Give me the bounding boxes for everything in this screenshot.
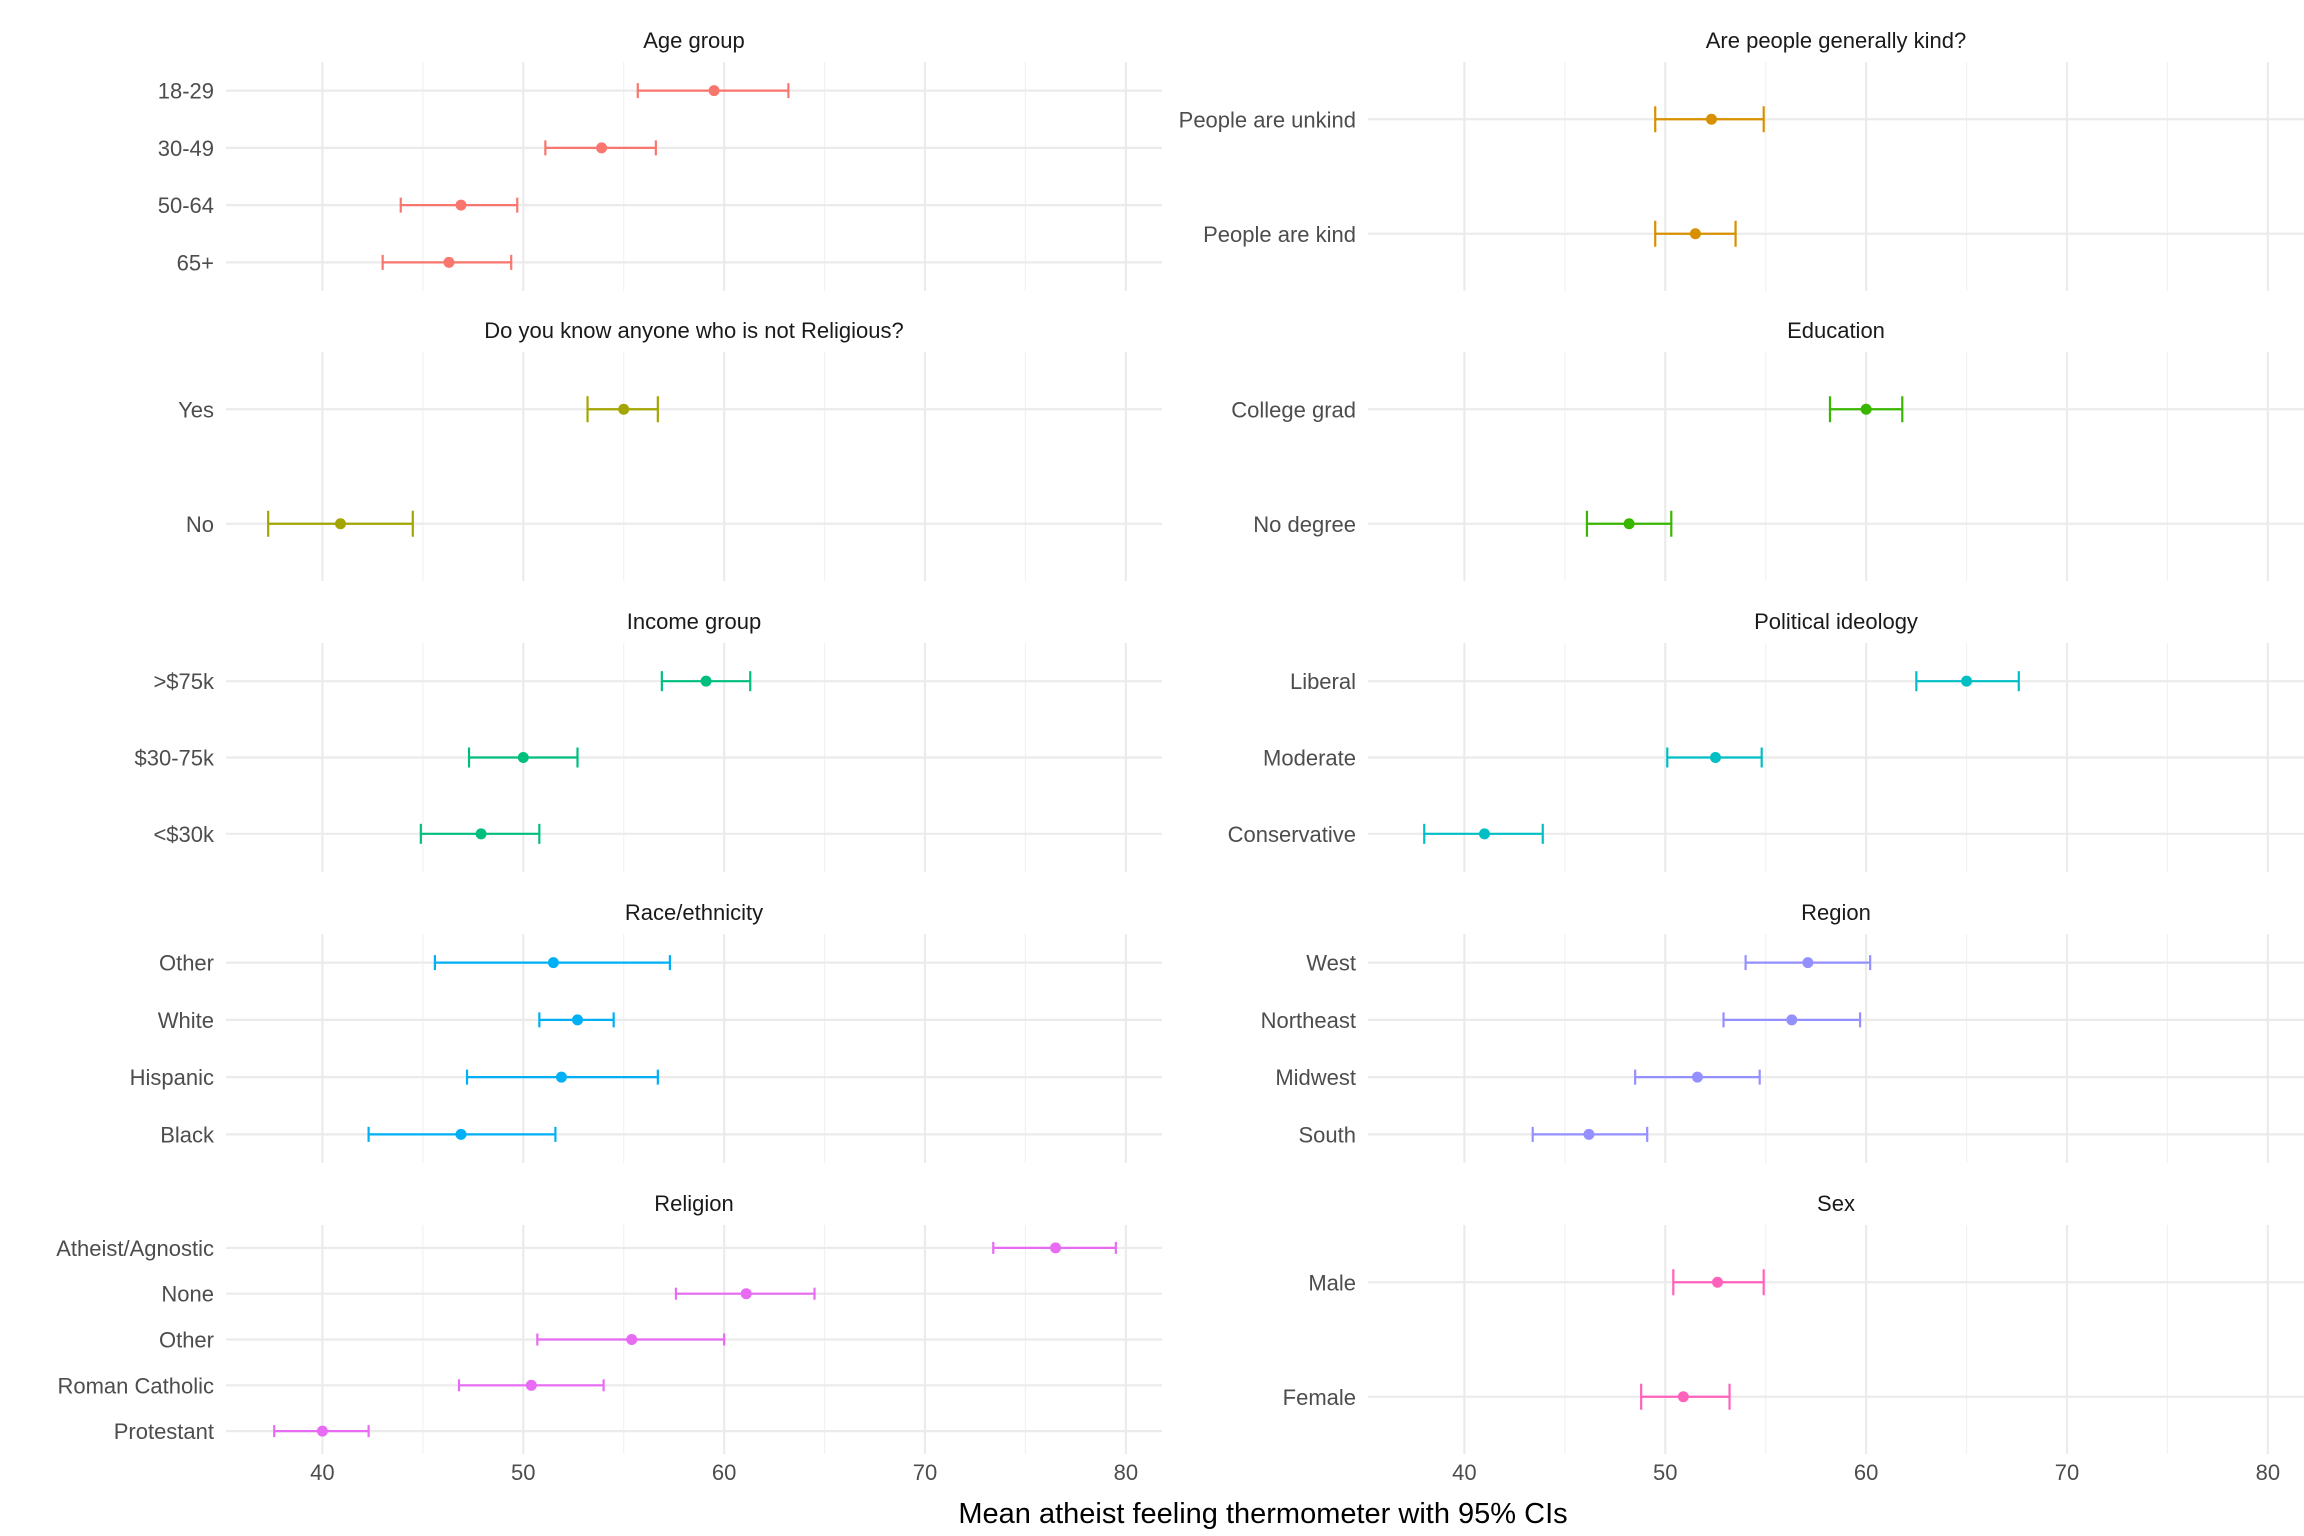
panel-title: Religion bbox=[654, 1191, 734, 1216]
category-label: Northeast bbox=[1261, 1008, 1356, 1033]
data-point bbox=[1677, 1391, 1689, 1403]
panel-title: Income group bbox=[627, 609, 762, 634]
category-label: College grad bbox=[1231, 397, 1356, 422]
category-label: Atheist/Agnostic bbox=[56, 1236, 214, 1261]
x-tick-label: 40 bbox=[310, 1460, 334, 1485]
category-label: West bbox=[1306, 951, 1356, 976]
category-label: None bbox=[161, 1282, 214, 1307]
data-point bbox=[525, 1379, 537, 1391]
category-label: 65+ bbox=[177, 250, 214, 275]
category-label: Liberal bbox=[1290, 669, 1356, 694]
category-label: Conservative bbox=[1228, 822, 1356, 847]
x-tick-label: 40 bbox=[1452, 1460, 1476, 1485]
data-point bbox=[1623, 518, 1635, 530]
category-label: People are unkind bbox=[1179, 107, 1356, 132]
panel-title: Education bbox=[1787, 318, 1885, 343]
data-point bbox=[1689, 228, 1701, 240]
panel-title: Race/ethnicity bbox=[625, 900, 763, 925]
data-point bbox=[455, 199, 467, 211]
category-label: >$75k bbox=[153, 669, 215, 694]
category-label: Yes bbox=[178, 397, 214, 422]
category-label: Protestant bbox=[114, 1419, 214, 1444]
x-tick-label: 80 bbox=[1114, 1460, 1138, 1485]
category-label: Moderate bbox=[1263, 746, 1356, 771]
category-label: Other bbox=[159, 1328, 214, 1353]
data-point bbox=[618, 403, 630, 415]
category-label: <$30k bbox=[153, 822, 215, 847]
category-label: No degree bbox=[1253, 512, 1356, 537]
data-point bbox=[1961, 675, 1973, 687]
x-tick-label: 70 bbox=[2055, 1460, 2079, 1485]
category-label: Other bbox=[159, 951, 214, 976]
category-label: Female bbox=[1283, 1385, 1356, 1410]
category-label: People are kind bbox=[1203, 222, 1356, 247]
x-tick-label: 60 bbox=[1854, 1460, 1878, 1485]
data-point bbox=[596, 142, 608, 154]
data-point bbox=[455, 1128, 467, 1140]
data-point bbox=[708, 85, 720, 97]
data-point bbox=[475, 828, 487, 840]
panel-title: Are people generally kind? bbox=[1706, 28, 1967, 53]
data-point bbox=[1705, 113, 1717, 125]
category-label: Male bbox=[1308, 1270, 1356, 1295]
x-tick-label: 70 bbox=[913, 1460, 937, 1485]
data-point bbox=[555, 1071, 567, 1083]
category-label: 30-49 bbox=[158, 136, 214, 161]
category-label: 50-64 bbox=[158, 193, 214, 218]
panel-title: Do you know anyone who is not Religious? bbox=[484, 318, 903, 343]
data-point bbox=[443, 256, 455, 268]
data-point bbox=[517, 752, 529, 763]
panel-title: Political ideology bbox=[1754, 609, 1918, 634]
panel-title: Sex bbox=[1817, 1191, 1855, 1216]
category-label: Black bbox=[160, 1122, 215, 1147]
x-tick-label: 60 bbox=[712, 1460, 736, 1485]
data-point bbox=[547, 957, 559, 969]
data-point bbox=[1709, 752, 1721, 763]
data-point bbox=[1860, 403, 1872, 415]
data-point bbox=[1691, 1071, 1703, 1083]
data-point bbox=[316, 1425, 328, 1437]
category-label: 18-29 bbox=[158, 79, 214, 104]
category-label: South bbox=[1299, 1122, 1357, 1147]
category-label: Hispanic bbox=[130, 1065, 214, 1090]
x-axis-title: Mean atheist feeling thermometer with 95… bbox=[958, 1498, 1567, 1530]
category-label: $30-75k bbox=[134, 746, 215, 771]
data-point bbox=[626, 1334, 638, 1345]
data-point bbox=[1802, 957, 1814, 969]
data-point bbox=[572, 1014, 584, 1026]
data-point bbox=[1583, 1128, 1595, 1140]
panel-title: Age group bbox=[643, 28, 745, 53]
x-tick-label: 50 bbox=[511, 1460, 535, 1485]
x-tick-label: 80 bbox=[2256, 1460, 2280, 1485]
category-label: No bbox=[186, 512, 214, 537]
data-point bbox=[740, 1288, 752, 1300]
category-label: Roman Catholic bbox=[57, 1373, 214, 1398]
panel-title: Region bbox=[1801, 900, 1871, 925]
category-label: Midwest bbox=[1275, 1065, 1356, 1090]
data-point bbox=[1478, 828, 1490, 840]
data-point bbox=[1786, 1014, 1798, 1026]
x-tick-label: 50 bbox=[1653, 1460, 1677, 1485]
data-point bbox=[1711, 1276, 1723, 1288]
data-point bbox=[1050, 1242, 1062, 1254]
category-label: White bbox=[158, 1008, 214, 1033]
data-point bbox=[700, 675, 712, 687]
data-point bbox=[334, 518, 346, 530]
